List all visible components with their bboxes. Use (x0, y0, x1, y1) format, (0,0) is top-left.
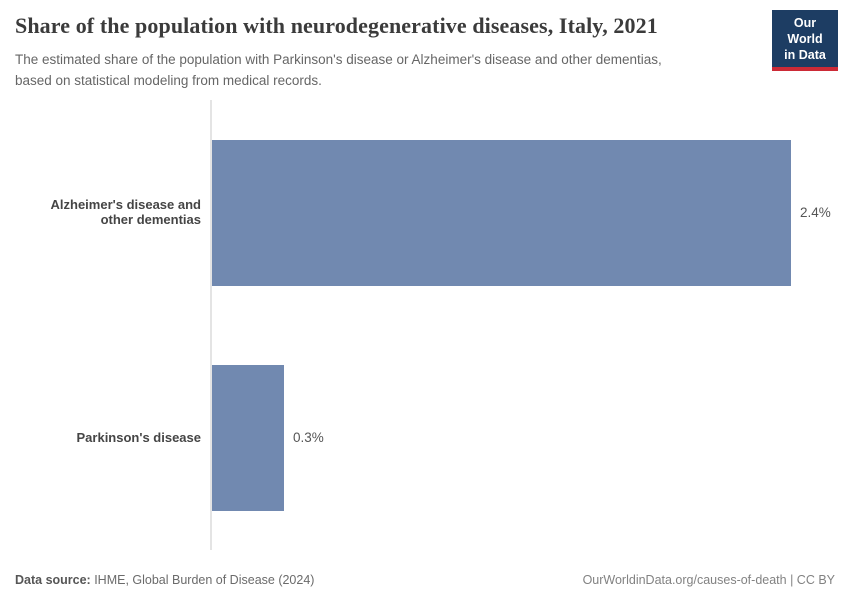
owid-logo-line-1: Our World (787, 16, 823, 46)
plot-rows: Alzheimer's disease and other dementias 2… (15, 100, 835, 550)
owid-logo[interactable]: Our World in Data (772, 10, 838, 71)
bar-chart-plot: Alzheimer's disease and other dementias 2… (15, 100, 835, 550)
bar-value-label: 0.3% (293, 430, 324, 445)
bar-row: Parkinson's disease 0.3% (15, 325, 835, 550)
data-source-label: Data source: (15, 573, 91, 587)
subtitle-line-1: The estimated share of the population wi… (15, 52, 662, 67)
category-label: Parkinson's disease (76, 429, 202, 445)
license-credit-link[interactable]: OurWorldinData.org/causes-of-death | CC … (582, 573, 835, 587)
data-source-link[interactable]: Data source: IHME, Global Burden of Dise… (15, 573, 314, 587)
owid-logo-line-2: in Data (784, 48, 826, 62)
bar-wrap: 0.3% (212, 364, 324, 511)
bar-value-label: 2.4% (800, 205, 831, 220)
subtitle-line-2: based on statistical modeling from medic… (15, 73, 322, 89)
bar[interactable] (212, 364, 284, 511)
chart-footer: Data source: IHME, Global Burden of Dise… (15, 573, 835, 587)
data-source-text: IHME, Global Burden of Disease (2024) (90, 573, 315, 587)
chart-subtitle: The estimated share of the population wi… (15, 49, 745, 92)
page-title: Share of the population with neurodegene… (15, 13, 658, 38)
bar[interactable] (212, 139, 791, 286)
y-axis-line (210, 100, 212, 550)
bar-wrap: 2.4% (212, 139, 831, 286)
category-label: Alzheimer's disease and other dementias (50, 196, 202, 228)
bar-row: Alzheimer's disease and other dementias 2… (15, 100, 835, 325)
